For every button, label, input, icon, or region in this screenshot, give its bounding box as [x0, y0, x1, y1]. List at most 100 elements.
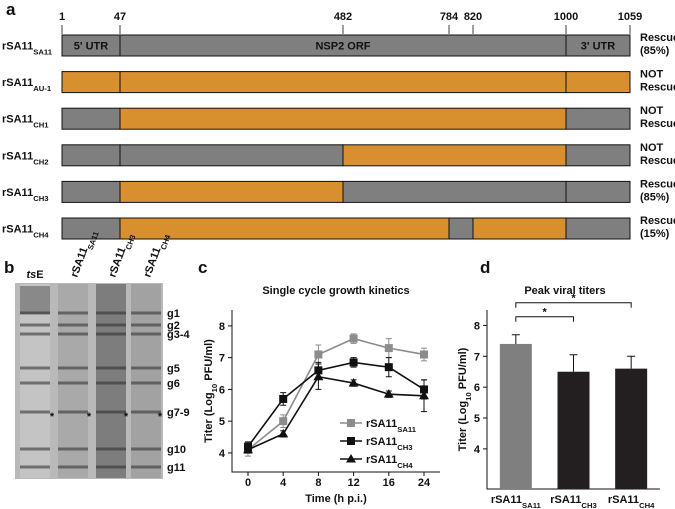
axes — [231, 310, 440, 473]
y-axis-label-part: Titer (Log — [457, 401, 469, 452]
segment — [119, 180, 344, 203]
marker — [384, 344, 393, 353]
gel-band — [20, 332, 50, 336]
series-line — [247, 361, 425, 448]
significance-label: * — [543, 307, 548, 319]
gel-lane — [58, 284, 88, 478]
rescue-status: (85%) — [640, 191, 670, 203]
construct-name: rSA11CH2 — [2, 150, 49, 166]
construct-name-part: CH3 — [33, 193, 48, 202]
rescue-status: NOT — [640, 105, 664, 117]
panel-label: c — [198, 258, 207, 277]
panel-label: d — [480, 258, 490, 277]
lane-label-part: rSA11 — [142, 246, 164, 279]
gel-band — [20, 447, 50, 451]
y-axis-label-part: 10 — [210, 384, 219, 393]
rescue-status: NOT — [640, 142, 664, 154]
construct-name-part: rSA11 — [2, 77, 33, 89]
asterisk: * — [158, 411, 163, 423]
y-axis-label: Titer (Log10 PFU/ml) — [457, 347, 473, 451]
rescue-status: Rescued — [640, 118, 675, 130]
segment — [342, 180, 567, 203]
gel-band — [20, 465, 50, 469]
legend-marker — [347, 419, 355, 427]
y-tick-label: 7 — [474, 351, 480, 363]
marker — [420, 350, 428, 359]
segment — [61, 180, 121, 203]
gel-band — [20, 311, 50, 315]
rescue-status: Rescued — [640, 215, 675, 227]
marker — [243, 444, 253, 454]
band-label: g6 — [167, 378, 180, 390]
marker — [278, 428, 289, 438]
legend-label-part: rSA11 — [366, 454, 397, 466]
marker — [314, 350, 323, 359]
x-tick-label-part: CH4 — [639, 501, 655, 509]
band-label: g1 — [167, 308, 180, 320]
gel-band — [58, 323, 88, 327]
x-tick-label-part: CH3 — [581, 501, 596, 509]
position-label: 1059 — [618, 11, 642, 23]
gel-band — [20, 366, 50, 370]
y-axis-label-part: 10 — [464, 392, 473, 401]
y-axis-label-part: PFU/ml) — [457, 347, 469, 392]
error-bar — [511, 334, 520, 344]
legend-marker — [347, 437, 355, 445]
x-tick-label: 16 — [383, 477, 395, 489]
construct-name-part: CH1 — [33, 120, 49, 129]
gel-band — [20, 410, 50, 414]
band-label: g11 — [167, 462, 185, 474]
gel-band — [96, 447, 126, 451]
panel-label: b — [4, 258, 14, 277]
y-tick-label: 4 — [474, 444, 481, 456]
marker — [349, 358, 358, 367]
rescue-status: (85%) — [640, 45, 670, 57]
lane-label-part: rSA11 — [107, 246, 129, 279]
gel-band — [96, 366, 126, 370]
construct-name: rSA11CH3 — [2, 187, 49, 203]
y-tick-label: 4 — [219, 448, 226, 460]
y-axis-label: Titer (Log10 PFU/ml) — [203, 339, 219, 443]
rescue-status: Rescued — [640, 32, 675, 44]
axes — [486, 310, 660, 490]
x-tick-label: rSA11CH4 — [608, 494, 655, 509]
x-tick-label-part: rSA11 — [550, 494, 581, 506]
segment — [565, 34, 631, 57]
gel-band — [131, 366, 161, 370]
gel-band — [20, 323, 50, 327]
y-tick-label: 5 — [474, 413, 480, 425]
construct-name: rSA11CH4 — [2, 224, 49, 240]
position-label: 47 — [114, 11, 126, 23]
legend-label-part: SA11 — [397, 425, 417, 434]
position-label: 1000 — [554, 11, 578, 23]
lane-label-part: rSA11 — [69, 246, 91, 279]
asterisk: * — [124, 411, 129, 423]
gel-band — [131, 323, 161, 327]
x-tick-label-part: rSA11 — [608, 494, 639, 506]
band-label: g3-4 — [167, 329, 191, 341]
marker — [419, 390, 429, 400]
gel-band — [58, 410, 88, 414]
x-tick-label: rSA11SA11 — [491, 494, 542, 509]
x-tick-label-part: SA11 — [522, 501, 542, 509]
y-axis-label-part: Titer (Log — [203, 392, 215, 443]
bar — [499, 343, 532, 489]
construct-name: rSA11CH1 — [2, 114, 49, 130]
marker — [279, 394, 288, 403]
significance-label: * — [571, 293, 576, 305]
construct-name-part: CH4 — [33, 230, 49, 239]
y-tick-label: 6 — [474, 382, 480, 394]
gel-band — [131, 410, 161, 414]
segment — [119, 107, 567, 130]
gel-band — [96, 381, 126, 385]
rescue-status: Rescued — [640, 155, 675, 167]
marker — [279, 417, 288, 426]
gel-band — [131, 311, 161, 315]
segment — [565, 217, 631, 240]
error-bar — [627, 355, 636, 369]
x-tick-label: 0 — [245, 477, 251, 489]
gel-band — [58, 381, 88, 385]
marker — [313, 371, 324, 381]
